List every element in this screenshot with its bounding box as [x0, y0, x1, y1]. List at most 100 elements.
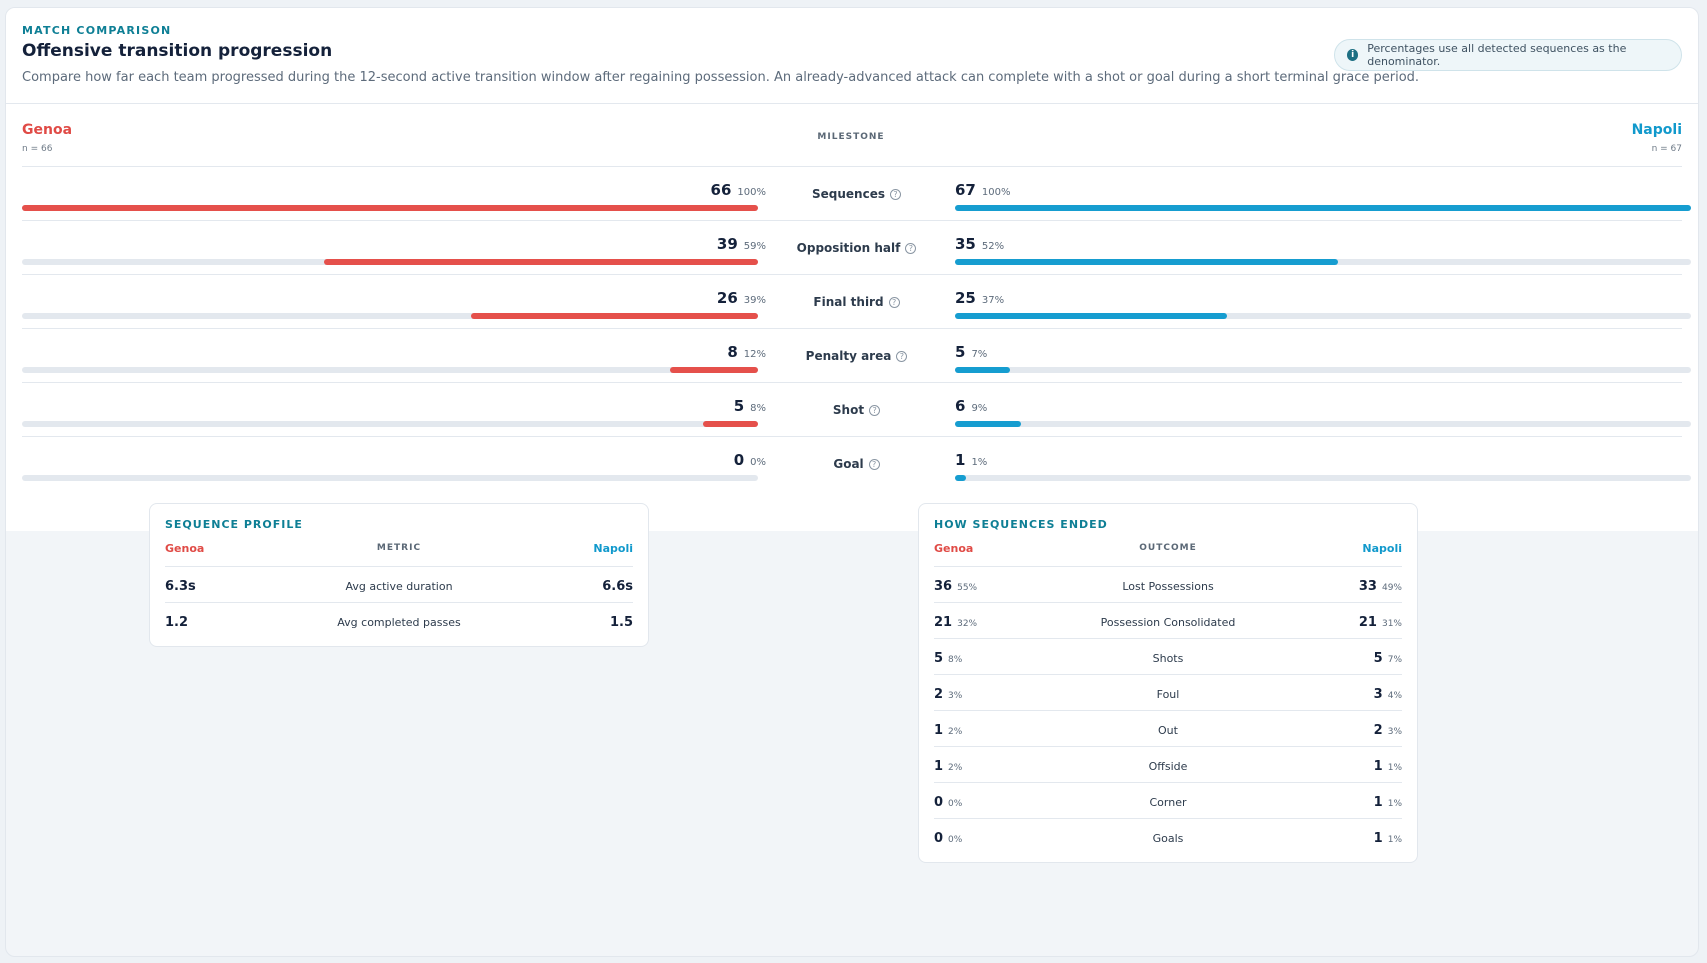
left-count: 8 [727, 343, 738, 361]
right-progress-fill [955, 205, 1691, 211]
how-sequences-ended-panel: HOW SEQUENCES ENDED Genoa OUTCOME Napoli… [918, 503, 1418, 863]
right-value-group: 6 9% [955, 397, 987, 415]
table-row: 6.3s Avg active duration 6.6s [165, 567, 633, 603]
outcome-name: Offside [1148, 760, 1188, 773]
right-cell: 2 3% [1374, 723, 1402, 738]
left-cell: 5 8% [934, 651, 962, 666]
left-percent: 0% [948, 835, 963, 845]
outcome-name: Foul [1156, 688, 1180, 701]
right-count: 5 [955, 343, 966, 361]
info-icon: i [1347, 49, 1359, 61]
right-percent: 1% [1387, 799, 1402, 809]
right-cell: 1.5 [610, 615, 633, 630]
table-row: 5 8% Shots 5 7% [934, 639, 1402, 675]
left-percent: 2% [948, 727, 963, 737]
left-percent: 0% [948, 799, 963, 809]
outcome-name: Possession Consolidated [1100, 616, 1236, 629]
left-percent: 8% [750, 403, 766, 414]
right-value-group: 5 7% [955, 343, 987, 361]
right-percent: 7% [1387, 655, 1402, 665]
left-count: 2 [934, 687, 944, 702]
table-row: 2 3% Foul 3 4% [934, 675, 1402, 711]
left-count: 1 [934, 723, 944, 738]
progression-section: MATCH COMPARISON Offensive transition pr… [6, 8, 1698, 531]
help-icon[interactable]: ? [896, 350, 908, 362]
right-percent: 1% [971, 457, 988, 468]
sequence-profile-panel: SEQUENCE PROFILE Genoa METRIC Napoli 6.3… [149, 503, 649, 647]
left-cell: 2 3% [934, 687, 962, 702]
left-progress-track [22, 205, 758, 211]
panel-column-header: METRIC [376, 543, 422, 553]
left-value-group: 39 59% [717, 235, 766, 253]
metric-name: Avg completed passes [337, 616, 461, 629]
left-progress-track [22, 313, 758, 319]
right-progress-track [955, 367, 1691, 373]
note-text: Percentages use all detected sequences a… [1367, 42, 1627, 68]
right-percent: 9% [971, 403, 988, 414]
help-icon[interactable]: ? [869, 404, 881, 416]
right-count: 1 [1373, 795, 1383, 810]
outcome-name: Out [1158, 724, 1178, 737]
right-cell: 1 1% [1374, 831, 1402, 846]
right-count: 1 [1373, 759, 1383, 774]
header-divider [22, 166, 1682, 167]
left-cell: 36 55% [934, 579, 977, 594]
right-team-count: n = 67 [1651, 144, 1682, 154]
left-value-group: 66 100% [711, 181, 766, 199]
milestone-name: Penalty area [805, 349, 892, 363]
left-count: 36 [934, 579, 953, 594]
left-percent: 55% [957, 583, 978, 593]
right-progress-fill [955, 313, 1227, 319]
denominator-note: i Percentages use all detected sequences… [1334, 39, 1682, 71]
left-count: 21 [934, 615, 953, 630]
panel-left-team: Genoa [934, 542, 974, 555]
right-progress-track [955, 475, 1691, 481]
right-progress-track [955, 313, 1691, 319]
right-count: 1 [1373, 831, 1383, 846]
right-count: 1 [955, 451, 966, 469]
right-cell: 33 49% [1359, 579, 1402, 594]
milestone-label: Shot? [758, 403, 955, 417]
table-row: 0 0% Corner 1 1% [934, 783, 1402, 819]
right-count: 21 [1358, 615, 1377, 630]
help-icon[interactable]: ? [888, 296, 900, 308]
milestone-name: Sequences [812, 187, 885, 201]
right-percent: 31% [1381, 619, 1402, 629]
milestone-name: Final third [813, 295, 884, 309]
panel-column-header: OUTCOME [1139, 543, 1197, 553]
left-count: 0 [733, 451, 745, 469]
left-percent: 39% [743, 295, 766, 306]
panel-divider [934, 566, 1402, 567]
milestone-row: 5 8% Shot? 6 9% [22, 383, 1691, 437]
right-percent: 49% [1381, 583, 1402, 593]
left-count: 66 [710, 181, 732, 199]
panel-right-team: Napoli [1362, 542, 1402, 555]
left-cell: 1.2 [165, 615, 188, 630]
card-header: MATCH COMPARISON Offensive transition pr… [6, 8, 1698, 104]
left-progress-track [22, 367, 758, 373]
right-cell: 1 1% [1374, 795, 1402, 810]
eyebrow-label: MATCH COMPARISON [22, 24, 172, 37]
panel-title: HOW SEQUENCES ENDED [934, 518, 1108, 531]
left-cell: 21 32% [934, 615, 977, 630]
help-icon[interactable]: ? [905, 242, 917, 254]
right-count: 5 [1373, 651, 1383, 666]
left-value-group: 26 39% [717, 289, 766, 307]
left-cell: 6.3s [165, 579, 196, 594]
left-progress-track [22, 259, 758, 265]
left-percent: 8% [948, 655, 963, 665]
left-percent: 100% [737, 187, 766, 198]
left-progress-track [22, 421, 758, 427]
right-cell: 21 31% [1359, 615, 1402, 630]
description: Compare how far each team progressed dur… [22, 70, 1420, 85]
milestone-row: 0 0% Goal? 1 1% [22, 437, 1691, 491]
right-percent: 3% [1387, 727, 1402, 737]
help-icon[interactable]: ? [890, 188, 901, 200]
left-count: 39 [716, 235, 738, 253]
left-progress-fill [471, 313, 758, 319]
left-percent: 2% [948, 763, 963, 773]
left-percent: 12% [743, 349, 766, 360]
right-percent: 1% [1387, 835, 1402, 845]
left-cell: 0 0% [934, 795, 962, 810]
help-icon[interactable]: ? [868, 458, 880, 470]
